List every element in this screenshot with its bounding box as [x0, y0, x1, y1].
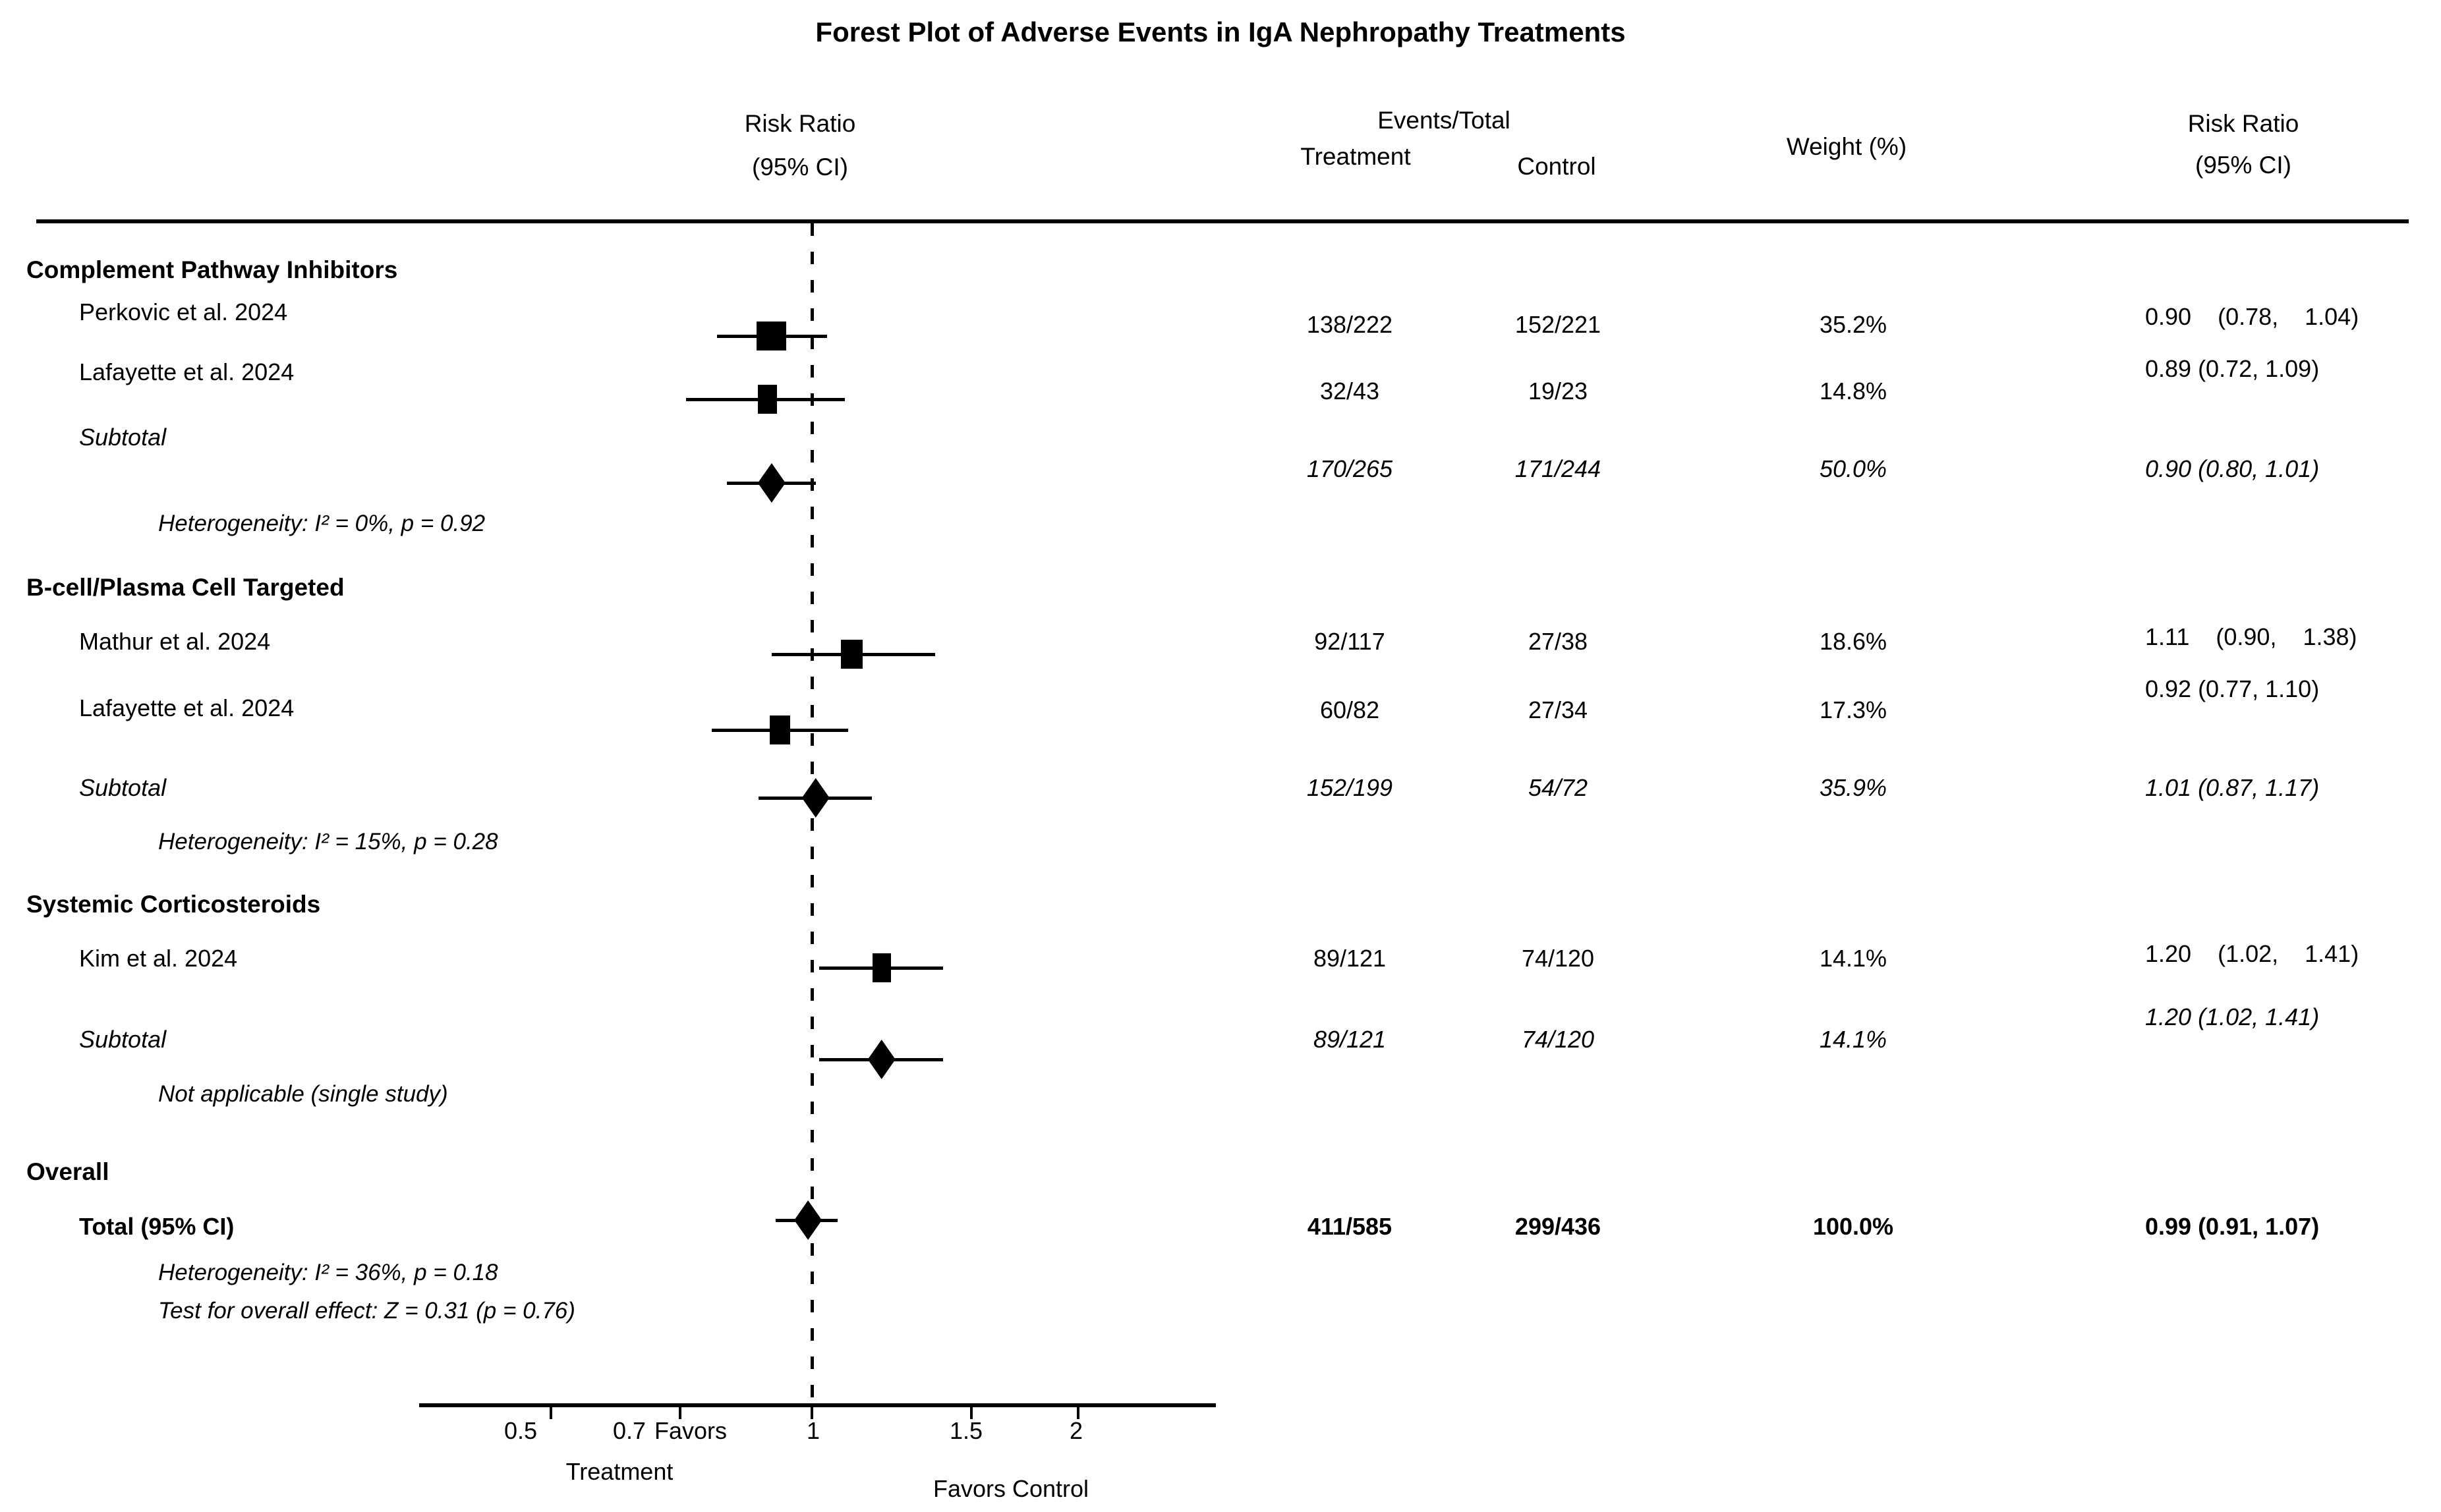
- events-treatment-subtotal2: 152/199: [1306, 774, 1393, 801]
- weight-value-lafayette2: 17.3%: [1819, 696, 1887, 723]
- rr-ci-text-subtotal1: 0.90 (0.80, 1.01): [2145, 455, 2320, 482]
- weight-value-perkovic: 35.2%: [1819, 311, 1887, 338]
- row-label-kim: Kim et al. 2024: [79, 945, 238, 972]
- overall-heterogeneity-note: Heterogeneity: I² = 36%, p = 0.18: [158, 1260, 498, 1285]
- chart-title: Forest Plot of Adverse Events in IgA Nep…: [815, 16, 1626, 47]
- column-header-risk-ratio-left-line2: (95% CI): [752, 154, 848, 181]
- weight-value-kim: 14.1%: [1819, 945, 1887, 972]
- section-header-overall: Overall: [26, 1158, 109, 1185]
- axis-tick-2: [1077, 1403, 1079, 1419]
- rr-ci-text-kim: 1.20 (1.02, 1.41): [2145, 940, 2359, 967]
- column-header-treatment: Treatment: [1300, 143, 1411, 170]
- group-note-2: Heterogeneity: I² = 15%, p = 0.28: [158, 829, 498, 854]
- events-treatment-subtotal1: 170/265: [1306, 455, 1393, 482]
- row-label-mathur: Mathur et al. 2024: [79, 628, 271, 655]
- row-label-total: Total (95% CI): [79, 1213, 235, 1240]
- group-note-1: Heterogeneity: I² = 0%, p = 0.92: [158, 511, 486, 536]
- x-axis-line: [419, 1403, 1216, 1407]
- pooled-diamond-total: [794, 1200, 822, 1240]
- group-header-2: B-cell/Plasma Cell Targeted: [26, 574, 345, 601]
- events-treatment-lafayette1: 32/43: [1319, 378, 1380, 405]
- row-label-lafayette1: Lafayette et al. 2024: [79, 358, 295, 385]
- effect-square-lafayette2: [769, 715, 791, 744]
- events-control-kim: 74/120: [1521, 945, 1595, 972]
- column-header-events-total: Events/Total: [1377, 107, 1510, 134]
- rr-ci-text-mathur: 1.11 (0.90, 1.38): [2145, 623, 2357, 650]
- group-header-3: Systemic Corticosteroids: [26, 891, 321, 918]
- weight-value-mathur: 18.6%: [1819, 628, 1887, 655]
- column-header-control: Control: [1517, 153, 1596, 180]
- row-label-subtotal3: Subtotal: [79, 1026, 167, 1053]
- rr-ci-text-lafayette2: 0.92 (0.77, 1.10): [2145, 675, 2320, 702]
- effect-square-mathur: [841, 640, 863, 669]
- rr-ci-text-subtotal3: 1.20 (1.02, 1.41): [2145, 1003, 2320, 1030]
- events-control-lafayette2: 27/34: [1528, 696, 1588, 723]
- column-header-risk-ratio-left-line1: Risk Ratio: [744, 110, 856, 137]
- reference-line: [811, 223, 814, 1405]
- events-control-subtotal1: 171/244: [1514, 455, 1601, 482]
- events-treatment-total: 411/585: [1307, 1213, 1393, 1240]
- tick-label-0.5: 0.5: [503, 1417, 538, 1444]
- favors-treatment-label-line1: Favors: [654, 1417, 728, 1444]
- events-treatment-kim: 89/121: [1313, 945, 1387, 972]
- weight-value-lafayette1: 14.8%: [1819, 378, 1887, 405]
- events-control-subtotal3: 74/120: [1521, 1026, 1595, 1053]
- rr-ci-text-perkovic: 0.90 (0.78, 1.04): [2145, 303, 2359, 330]
- row-label-perkovic: Perkovic et al. 2024: [79, 298, 288, 325]
- events-treatment-mathur: 92/117: [1314, 628, 1385, 655]
- events-treatment-subtotal3: 89/121: [1313, 1026, 1387, 1053]
- effect-square-perkovic: [757, 322, 787, 350]
- events-control-perkovic: 152/221: [1514, 311, 1601, 338]
- overall-effect-test-note: Test for overall effect: Z = 0.31 (p = 0…: [158, 1298, 575, 1324]
- pooled-diamond-subtotal3: [867, 1040, 896, 1079]
- tick-label-0.7: 0.7: [612, 1417, 646, 1444]
- effect-square-lafayette1: [757, 385, 777, 414]
- events-control-total: 299/436: [1514, 1213, 1601, 1240]
- column-header-risk-ratio-right-line2: (95% CI): [2195, 152, 2291, 179]
- rr-ci-text-subtotal2: 1.01 (0.87, 1.17): [2145, 774, 2320, 801]
- weight-value-subtotal3: 14.1%: [1819, 1026, 1887, 1053]
- row-label-subtotal1: Subtotal: [79, 424, 167, 451]
- rr-ci-text-lafayette1: 0.89 (0.72, 1.09): [2145, 355, 2320, 382]
- axis-tick-0.7: [679, 1403, 681, 1419]
- tick-label-1.5: 1.5: [949, 1417, 983, 1444]
- column-header-weight: Weight (%): [1786, 133, 1907, 160]
- group-note-3: Not applicable (single study): [158, 1081, 448, 1107]
- group-header-1: Complement Pathway Inhibitors: [26, 256, 398, 283]
- rr-ci-text-total: 0.99 (0.91, 1.07): [2145, 1213, 2320, 1240]
- events-control-lafayette1: 19/23: [1528, 378, 1588, 405]
- effect-square-kim: [872, 953, 891, 982]
- events-control-mathur: 27/38: [1528, 628, 1588, 655]
- column-header-risk-ratio-right-line1: Risk Ratio: [2187, 110, 2299, 137]
- favors-treatment-label-line2: Treatment: [565, 1458, 674, 1485]
- weight-value-subtotal2: 35.9%: [1819, 774, 1887, 801]
- axis-tick-0.5: [550, 1403, 552, 1419]
- events-treatment-perkovic: 138/222: [1306, 311, 1393, 338]
- events-control-subtotal2: 54/72: [1528, 774, 1588, 801]
- favors-control-label: Favors Control: [933, 1475, 1089, 1502]
- row-label-subtotal2: Subtotal: [79, 774, 167, 801]
- pooled-diamond-subtotal2: [801, 778, 830, 818]
- tick-label-2: 2: [1069, 1417, 1083, 1444]
- events-treatment-lafayette2: 60/82: [1319, 696, 1380, 723]
- axis-tick-1.5: [970, 1403, 973, 1419]
- axis-tick-1: [811, 1403, 813, 1419]
- pooled-diamond-subtotal1: [757, 463, 786, 503]
- row-label-lafayette2: Lafayette et al. 2024: [79, 694, 295, 721]
- weight-value-total: 100.0%: [1812, 1213, 1894, 1240]
- tick-label-1: 1: [806, 1417, 820, 1444]
- weight-value-subtotal1: 50.0%: [1819, 455, 1887, 482]
- header-divider-rule: [36, 219, 2409, 223]
